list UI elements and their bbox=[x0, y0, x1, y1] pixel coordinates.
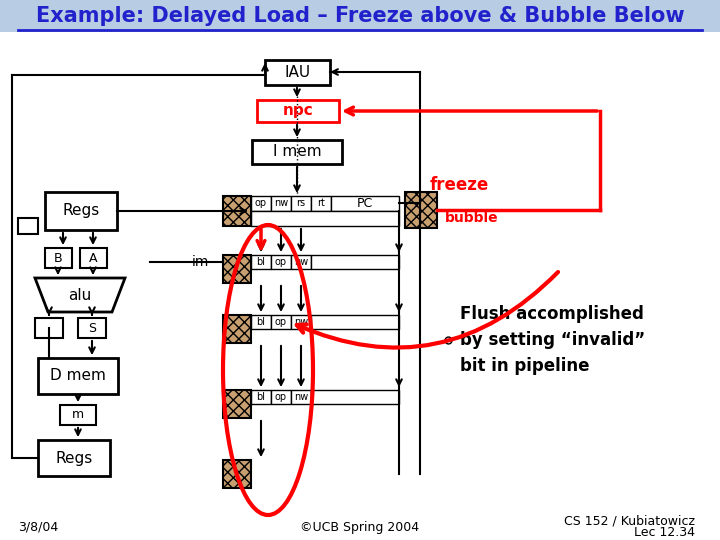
Text: A: A bbox=[89, 252, 97, 265]
FancyBboxPatch shape bbox=[252, 140, 342, 164]
Text: im: im bbox=[192, 255, 209, 269]
FancyBboxPatch shape bbox=[291, 196, 311, 211]
FancyBboxPatch shape bbox=[35, 318, 63, 338]
Bar bbox=[223, 315, 251, 343]
FancyBboxPatch shape bbox=[251, 255, 271, 269]
FancyBboxPatch shape bbox=[331, 196, 399, 211]
FancyBboxPatch shape bbox=[60, 405, 96, 425]
Text: npc: npc bbox=[283, 104, 313, 118]
Text: bl: bl bbox=[256, 317, 266, 327]
Text: nw: nw bbox=[294, 392, 308, 402]
FancyBboxPatch shape bbox=[271, 390, 291, 404]
FancyBboxPatch shape bbox=[291, 390, 311, 404]
FancyBboxPatch shape bbox=[311, 390, 399, 404]
Text: bl: bl bbox=[256, 257, 266, 267]
Text: rs: rs bbox=[297, 199, 305, 208]
Text: alu: alu bbox=[68, 288, 91, 303]
Text: 3/8/04: 3/8/04 bbox=[18, 521, 58, 534]
FancyBboxPatch shape bbox=[18, 218, 38, 234]
FancyBboxPatch shape bbox=[311, 255, 399, 269]
FancyBboxPatch shape bbox=[38, 440, 110, 476]
Text: Regs: Regs bbox=[55, 450, 93, 465]
Text: op: op bbox=[275, 317, 287, 327]
Bar bbox=[223, 460, 251, 488]
FancyBboxPatch shape bbox=[251, 196, 271, 211]
Polygon shape bbox=[35, 278, 125, 312]
Text: Regs: Regs bbox=[63, 204, 99, 219]
Text: op: op bbox=[275, 257, 287, 267]
Text: CS 152 / Kubiatowicz: CS 152 / Kubiatowicz bbox=[564, 515, 695, 528]
FancyBboxPatch shape bbox=[78, 318, 106, 338]
Text: D mem: D mem bbox=[50, 368, 106, 383]
Text: I mem: I mem bbox=[273, 145, 321, 159]
Text: op: op bbox=[255, 199, 267, 208]
Bar bbox=[223, 390, 251, 418]
Text: IAU: IAU bbox=[284, 65, 310, 80]
Text: freeze: freeze bbox=[430, 176, 490, 194]
Text: m: m bbox=[72, 408, 84, 422]
Text: S: S bbox=[88, 321, 96, 334]
Text: bubble: bubble bbox=[445, 211, 499, 225]
Bar bbox=[223, 196, 251, 226]
Text: PC: PC bbox=[357, 197, 373, 210]
Text: nw: nw bbox=[294, 317, 308, 327]
Text: rt: rt bbox=[317, 199, 325, 208]
FancyBboxPatch shape bbox=[257, 100, 339, 122]
FancyBboxPatch shape bbox=[291, 315, 311, 329]
Text: ©UCB Spring 2004: ©UCB Spring 2004 bbox=[300, 521, 420, 534]
FancyBboxPatch shape bbox=[38, 358, 118, 394]
FancyBboxPatch shape bbox=[251, 315, 271, 329]
FancyBboxPatch shape bbox=[311, 196, 331, 211]
Text: nw: nw bbox=[294, 257, 308, 267]
Bar bbox=[223, 255, 251, 283]
FancyBboxPatch shape bbox=[265, 60, 330, 85]
FancyBboxPatch shape bbox=[251, 211, 399, 226]
FancyBboxPatch shape bbox=[271, 255, 291, 269]
Text: Flush accomplished
by setting “invalid”
bit in pipeline: Flush accomplished by setting “invalid” … bbox=[460, 305, 645, 375]
Text: nw: nw bbox=[274, 199, 288, 208]
FancyBboxPatch shape bbox=[45, 248, 72, 268]
FancyBboxPatch shape bbox=[251, 390, 271, 404]
Bar bbox=[405, 192, 437, 228]
Text: B: B bbox=[54, 252, 63, 265]
Text: bl: bl bbox=[256, 392, 266, 402]
FancyBboxPatch shape bbox=[311, 315, 399, 329]
Text: Lec 12.34: Lec 12.34 bbox=[634, 526, 695, 539]
FancyBboxPatch shape bbox=[45, 192, 117, 230]
FancyBboxPatch shape bbox=[291, 255, 311, 269]
FancyBboxPatch shape bbox=[80, 248, 107, 268]
Bar bbox=[0, 0, 720, 32]
FancyBboxPatch shape bbox=[271, 315, 291, 329]
Text: Example: Delayed Load – Freeze above & Bubble Below: Example: Delayed Load – Freeze above & B… bbox=[36, 6, 684, 26]
FancyBboxPatch shape bbox=[271, 196, 291, 211]
Text: op: op bbox=[275, 392, 287, 402]
